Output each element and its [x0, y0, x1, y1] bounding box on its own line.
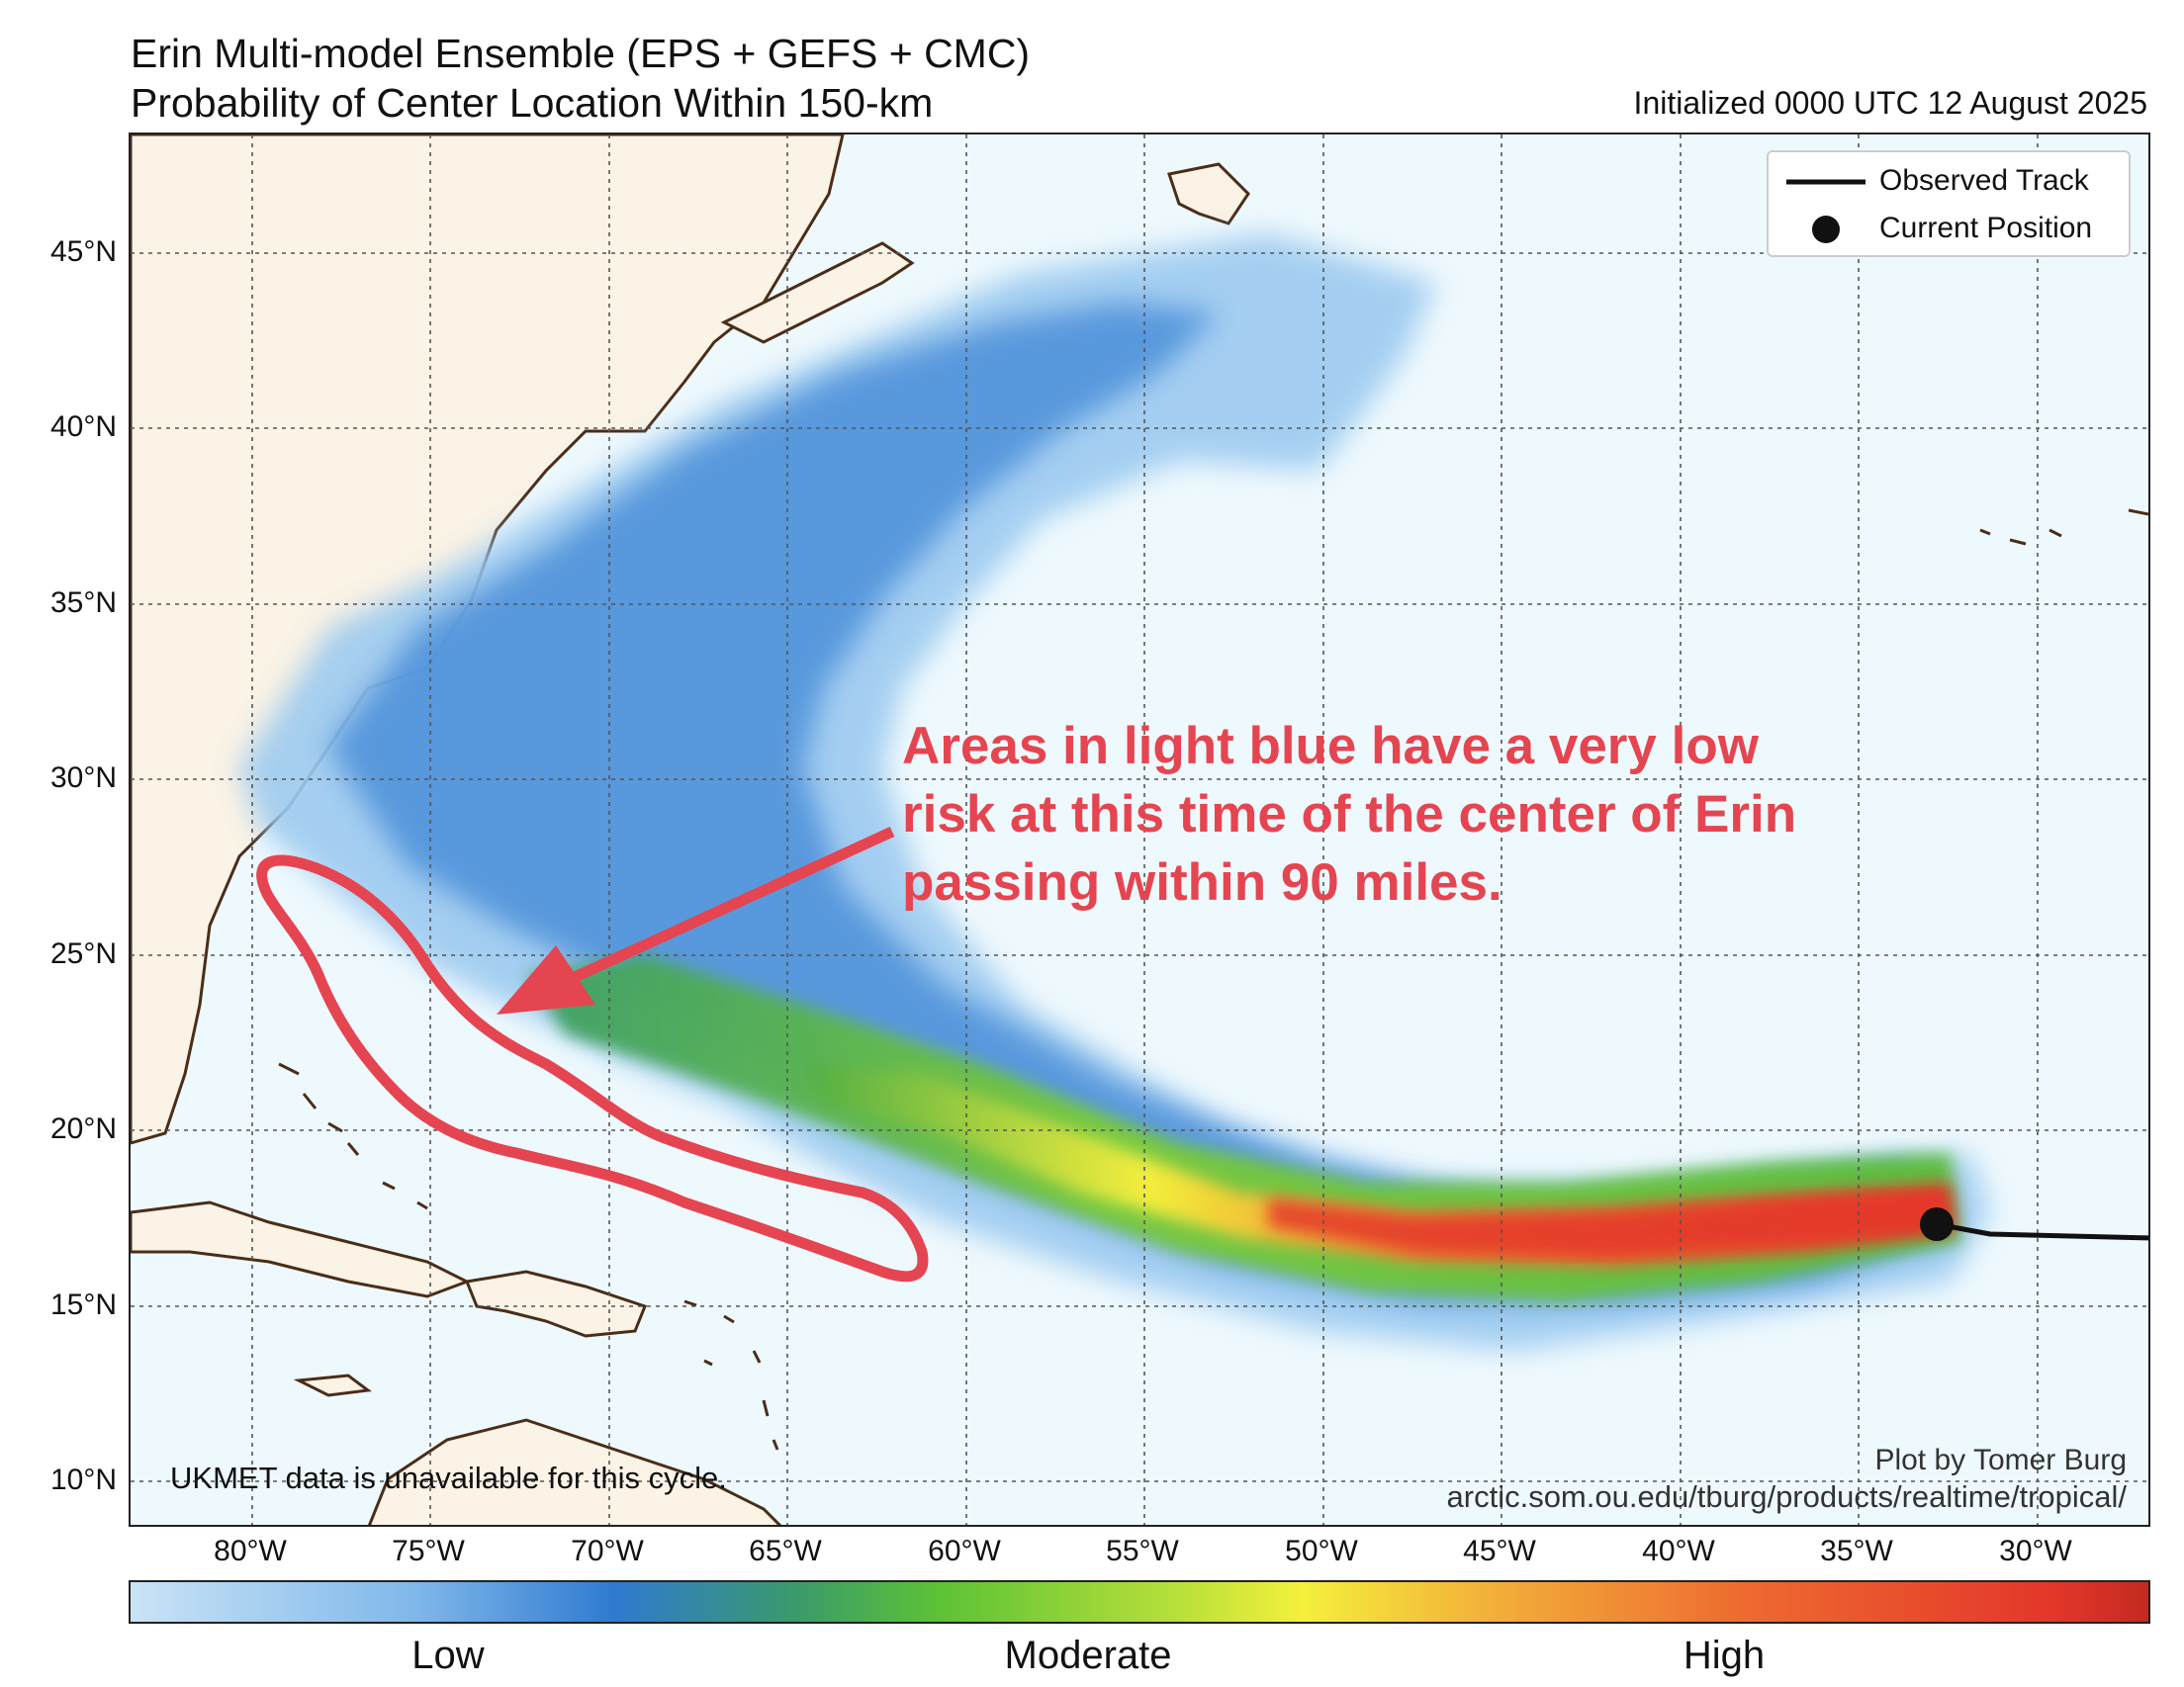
lat-label: 10°N — [49, 1464, 117, 1496]
lon-label: 80°W — [214, 1535, 287, 1567]
lon-label: 50°W — [1285, 1535, 1358, 1567]
lon-label: 70°W — [571, 1535, 644, 1567]
highlight-outline — [256, 854, 929, 1283]
lon-label: 55°W — [1106, 1535, 1179, 1567]
annotation-arrow-shaft — [533, 827, 895, 1000]
lon-label: 45°W — [1463, 1535, 1536, 1567]
lat-label: 15°N — [49, 1288, 117, 1321]
annotation-text: Areas in light blue have a very low risk… — [902, 712, 1796, 917]
islands — [278, 508, 2148, 1451]
lon-label: 75°W — [392, 1535, 465, 1567]
land — [131, 134, 1250, 1525]
annotation-line: Areas in light blue have a very low — [902, 717, 1759, 775]
map-legend: Observed Track Current Position — [1767, 150, 2131, 257]
cuba — [131, 1200, 471, 1298]
lat-label: 45°N — [49, 235, 117, 268]
map-title-line1: Erin Multi-model Ensemble (EPS + GEFS + … — [131, 31, 1031, 76]
legend-label: Current Position — [1879, 212, 2093, 244]
legend-label: Observed Track — [1879, 164, 2089, 197]
lat-label: 35°N — [49, 586, 117, 619]
hispaniola — [464, 1270, 647, 1338]
map-canvas — [131, 134, 2148, 1525]
colorbar-label-moderate: Moderate — [1004, 1634, 1172, 1677]
annotation-line: passing within 90 miles. — [902, 853, 1502, 912]
lon-label: 60°W — [928, 1535, 1001, 1567]
lat-label: 25°N — [49, 937, 117, 970]
lon-label: 35°W — [1820, 1535, 1893, 1567]
annotation-line: risk at this time of the center of Erin — [902, 785, 1797, 844]
lat-label: 30°N — [49, 761, 117, 794]
mid-blue-plume — [328, 303, 1951, 1301]
lat-label: 40°N — [49, 410, 117, 443]
nova-scotia — [720, 241, 915, 344]
initialized-time: Initialized 0000 UTC 12 August 2025 — [1633, 85, 2147, 121]
observed-track-line — [1936, 1221, 2148, 1241]
credit-url: arctic.som.ou.edu/tburg/products/realtim… — [1446, 1479, 2127, 1514]
red-core — [1268, 1193, 1946, 1257]
lon-label: 65°W — [749, 1535, 822, 1567]
position-dot-icon — [1812, 216, 1840, 243]
probability-colorbar — [129, 1580, 2150, 1624]
current-position-marker — [1920, 1207, 1954, 1241]
ukmet-note: UKMET data is unavailable for this cycle… — [170, 1461, 727, 1495]
legend-item-observed-track: Observed Track — [1769, 162, 2129, 202]
lon-label: 40°W — [1642, 1535, 1715, 1567]
credit-name: Plot by Tomer Burg — [1874, 1444, 2127, 1476]
lon-label: 30°W — [1999, 1535, 2072, 1567]
colorbar-label-low: Low — [411, 1634, 485, 1677]
annotation-arrow-head — [497, 945, 595, 1015]
newfoundland — [1167, 162, 1250, 225]
map-title-line2: Probability of Center Location Within 15… — [131, 80, 934, 126]
map-panel — [129, 133, 2150, 1527]
legend-item-current-position: Current Position — [1769, 210, 2129, 249]
jamaica — [293, 1374, 372, 1397]
lat-label: 20°N — [49, 1112, 117, 1145]
colorbar-label-high: High — [1683, 1634, 1766, 1677]
probability-swath — [239, 233, 1990, 1351]
track-line-icon — [1786, 179, 1866, 185]
south-america — [367, 1418, 782, 1525]
